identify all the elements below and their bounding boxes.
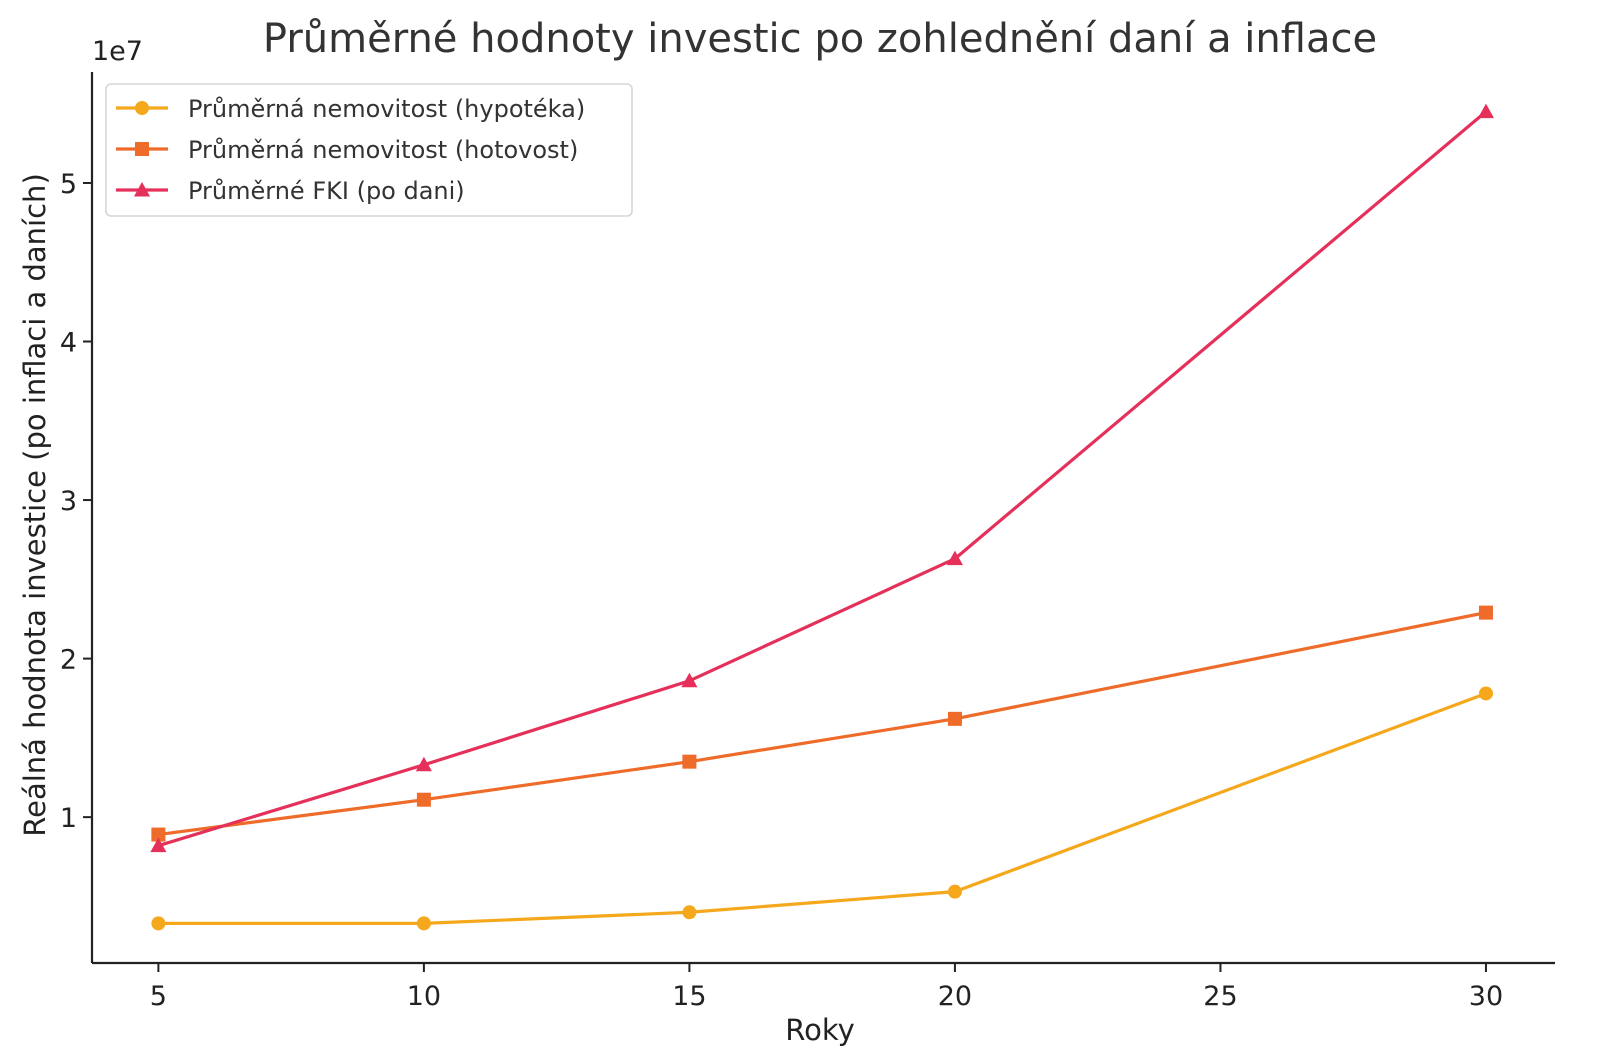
- data-point: [682, 905, 697, 920]
- series-line: [158, 611, 1487, 837]
- series-line: [157, 110, 1487, 848]
- legend-item: Průměrné FKI (po dani): [116, 177, 465, 205]
- data-point: [151, 916, 166, 931]
- legend-marker: [133, 181, 151, 197]
- data-point: [416, 916, 431, 931]
- series-3: [150, 103, 1495, 853]
- data-point: [947, 711, 962, 726]
- y-axis-label: Reálná hodnota investice (po inflaci a d…: [18, 173, 52, 837]
- y-tick-label: 3: [60, 486, 77, 517]
- legend-marker: [135, 142, 149, 156]
- legend-marker: [135, 101, 149, 115]
- x-tick-label: 5: [150, 981, 167, 1012]
- x-tick-label: 20: [938, 981, 972, 1012]
- x-tick-label: 15: [672, 981, 706, 1012]
- data-point: [681, 672, 698, 688]
- legend-item: Průměrná nemovitost (hotovost): [116, 136, 578, 164]
- data-point: [947, 884, 962, 899]
- x-tick-label: 25: [1203, 981, 1237, 1012]
- y-tick-label: 5: [60, 169, 77, 200]
- legend-box: [105, 83, 633, 217]
- x-tick-label: 30: [1469, 981, 1503, 1012]
- y-tick-label: 1: [60, 803, 77, 834]
- y-tick-label: 2: [60, 645, 77, 676]
- data-point: [150, 837, 167, 853]
- data-point: [1477, 103, 1495, 119]
- x-axis-label: Roky: [785, 1013, 855, 1047]
- y-offset-label: 1e7: [92, 36, 143, 67]
- data-point: [946, 550, 963, 566]
- data-point: [151, 827, 166, 842]
- data-point: [1478, 686, 1493, 701]
- data-point: [682, 754, 697, 769]
- legend-label: Průměrná nemovitost (hypotéka): [188, 95, 585, 123]
- series-1: [151, 686, 1493, 931]
- legend-label: Průměrná nemovitost (hotovost): [188, 136, 578, 164]
- data-point: [415, 756, 432, 772]
- series-lines: [150, 103, 1495, 931]
- data-point: [416, 792, 431, 807]
- legend-item: Průměrná nemovitost (hypotéka): [116, 95, 585, 123]
- y-tick-label: 4: [60, 328, 77, 359]
- legend: Průměrná nemovitost (hypotéka) Průměrná n…: [105, 83, 633, 217]
- data-point: [1478, 605, 1493, 620]
- axes: 5 10 15 20 25 30 1 2 3 4 5: [60, 72, 1555, 1012]
- legend-label: Průměrné FKI (po dani): [188, 177, 465, 205]
- chart-title: Průměrné hodnoty investic po zohlednění …: [263, 16, 1377, 62]
- series-2: [151, 605, 1493, 842]
- x-tick-label: 10: [407, 981, 441, 1012]
